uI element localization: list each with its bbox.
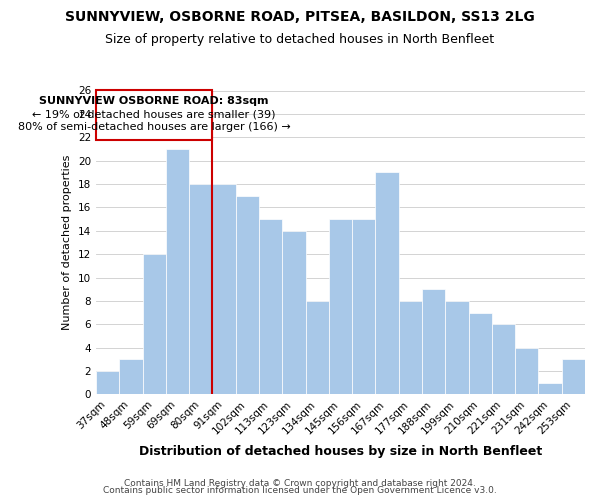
Bar <box>143 254 166 394</box>
Bar <box>422 289 445 395</box>
Bar <box>212 184 236 394</box>
Bar <box>259 219 282 394</box>
Text: 80% of semi-detached houses are larger (166) →: 80% of semi-detached houses are larger (… <box>18 122 290 132</box>
Bar <box>492 324 515 394</box>
Bar <box>376 172 399 394</box>
Bar <box>399 301 422 394</box>
Text: Size of property relative to detached houses in North Benfleet: Size of property relative to detached ho… <box>106 32 494 46</box>
Bar <box>236 196 259 394</box>
Bar <box>96 371 119 394</box>
Text: Contains HM Land Registry data © Crown copyright and database right 2024.: Contains HM Land Registry data © Crown c… <box>124 478 476 488</box>
Y-axis label: Number of detached properties: Number of detached properties <box>62 155 73 330</box>
Bar <box>189 184 212 394</box>
Text: SUNNYVIEW OSBORNE ROAD: 83sqm: SUNNYVIEW OSBORNE ROAD: 83sqm <box>40 96 269 106</box>
Bar <box>282 231 305 394</box>
Bar <box>469 312 492 394</box>
Bar <box>166 149 189 394</box>
Bar <box>562 360 585 394</box>
X-axis label: Distribution of detached houses by size in North Benfleet: Distribution of detached houses by size … <box>139 444 542 458</box>
Text: SUNNYVIEW, OSBORNE ROAD, PITSEA, BASILDON, SS13 2LG: SUNNYVIEW, OSBORNE ROAD, PITSEA, BASILDO… <box>65 10 535 24</box>
Text: ← 19% of detached houses are smaller (39): ← 19% of detached houses are smaller (39… <box>32 109 276 119</box>
Bar <box>329 219 352 394</box>
Bar <box>305 301 329 394</box>
Bar <box>96 90 212 140</box>
Bar <box>445 301 469 394</box>
Bar <box>538 383 562 394</box>
Bar <box>352 219 376 394</box>
Text: Contains public sector information licensed under the Open Government Licence v3: Contains public sector information licen… <box>103 486 497 495</box>
Bar <box>119 360 143 394</box>
Bar <box>515 348 538 395</box>
